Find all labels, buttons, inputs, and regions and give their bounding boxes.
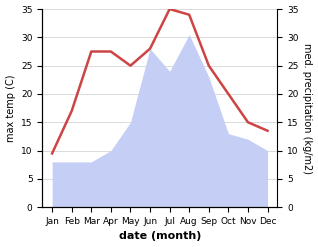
Y-axis label: med. precipitation (kg/m2): med. precipitation (kg/m2): [302, 43, 313, 174]
X-axis label: date (month): date (month): [119, 231, 201, 242]
Y-axis label: max temp (C): max temp (C): [5, 74, 16, 142]
